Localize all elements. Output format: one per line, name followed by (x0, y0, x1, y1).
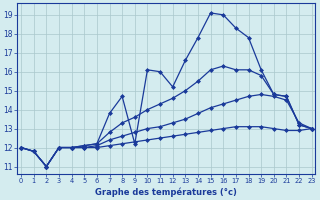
X-axis label: Graphe des températures (°c): Graphe des températures (°c) (95, 187, 237, 197)
